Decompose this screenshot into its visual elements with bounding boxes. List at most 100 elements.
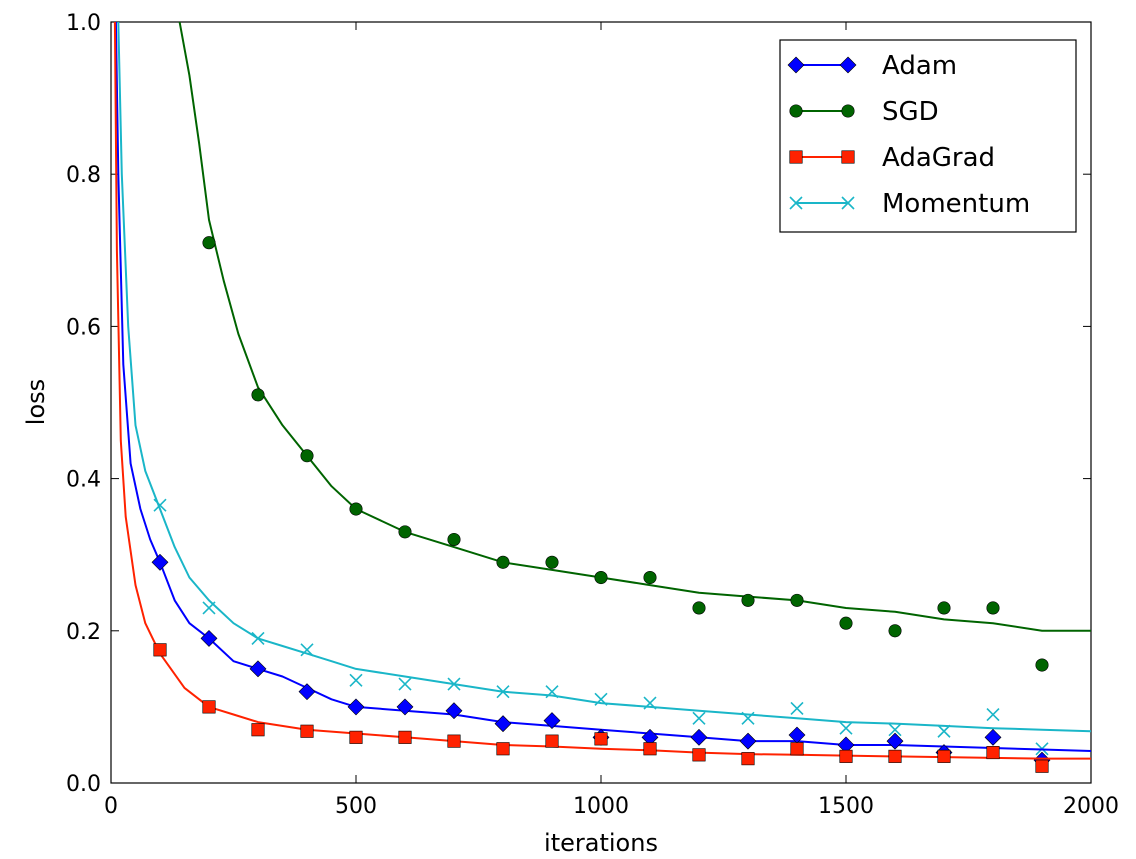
momentum-marker — [447, 677, 461, 691]
legend: Adam SGD AdaGrad Momentum — [779, 39, 1077, 233]
adagrad-marker — [251, 723, 265, 737]
y-tick-label: 0.6 — [66, 315, 101, 340]
sgd-marker — [594, 570, 608, 585]
legend-item-momentum: Momentum — [789, 189, 1030, 219]
y-axis-label: loss — [22, 379, 50, 425]
momentum-marker — [594, 692, 608, 706]
momentum-marker — [398, 677, 412, 691]
sgd-marker — [839, 616, 853, 630]
x-tick-label: 1000 — [573, 794, 629, 819]
legend-marker — [789, 196, 803, 210]
legend-marker — [841, 104, 855, 118]
y-tick-label: 0.0 — [66, 772, 101, 797]
adam-marker — [347, 698, 365, 716]
x-tick-label: 500 — [335, 794, 377, 819]
momentum-marker — [300, 643, 314, 657]
momentum-marker — [643, 696, 657, 710]
sgd-line — [178, 22, 1091, 632]
legend-item-adagrad: AdaGrad — [789, 143, 995, 173]
momentum-marker — [545, 685, 559, 699]
adam-marker — [886, 732, 904, 750]
sgd-marker — [643, 570, 657, 585]
adagrad-marker — [202, 700, 216, 714]
adam-marker — [543, 712, 561, 730]
sgd-marker — [545, 555, 559, 569]
sgd-marker — [300, 449, 314, 463]
sgd-marker — [398, 525, 412, 539]
momentum-marker — [741, 711, 755, 725]
adam-marker — [249, 660, 267, 678]
x-tick-label: 2000 — [1063, 794, 1119, 819]
adam-marker — [739, 732, 757, 750]
legend-label: Adam — [882, 51, 957, 81]
legend-item-sgd: SGD — [789, 97, 939, 127]
adagrad-marker — [986, 746, 1000, 760]
legend-marker — [789, 150, 803, 164]
sgd-marker — [202, 236, 216, 250]
sgd-marker — [447, 532, 461, 547]
momentum-marker — [692, 711, 706, 725]
momentum-marker — [888, 723, 902, 737]
sgd-marker — [1035, 658, 1049, 672]
legend-marker — [841, 196, 855, 210]
adam-marker — [494, 715, 512, 733]
momentum-marker — [839, 721, 853, 735]
momentum-marker — [496, 685, 510, 699]
sgd-marker — [251, 388, 265, 402]
adam-marker — [984, 728, 1002, 746]
legend-marker — [841, 150, 855, 164]
x-axis-label: iterations — [544, 829, 658, 857]
adagrad-line — [113, 22, 1091, 760]
adagrad-marker — [741, 752, 755, 766]
sgd-marker — [741, 593, 755, 607]
adagrad-marker — [937, 749, 951, 763]
legend-label: Momentum — [882, 189, 1030, 219]
momentum-marker — [153, 498, 167, 512]
sgd-marker — [937, 601, 951, 615]
adagrad-marker — [496, 742, 510, 756]
sgd-marker — [790, 593, 804, 607]
adam-marker — [445, 702, 463, 720]
legend-marker — [839, 56, 857, 74]
series-adagrad — [113, 22, 1091, 773]
adagrad-marker — [594, 732, 608, 746]
adam-marker — [151, 553, 169, 571]
momentum-marker — [986, 707, 1000, 722]
adagrad-marker — [790, 742, 804, 756]
momentum-marker — [790, 701, 804, 715]
adam-marker — [690, 728, 708, 746]
adagrad-marker — [349, 730, 363, 744]
series-momentum — [117, 22, 1091, 756]
legend-item-adam: Adam — [787, 51, 957, 81]
adagrad-marker — [1035, 759, 1049, 773]
adam-marker — [298, 683, 316, 701]
legend-label: AdaGrad — [882, 143, 995, 173]
y-tick-label: 0.4 — [66, 468, 101, 493]
adam-marker — [396, 698, 414, 716]
series-sgd — [178, 22, 1091, 672]
adagrad-marker — [153, 643, 167, 657]
legend-marker — [787, 56, 805, 74]
adagrad-marker — [398, 730, 412, 744]
y-tick-label: 1.0 — [66, 11, 101, 36]
adagrad-marker — [300, 724, 314, 738]
y-tick-label: 0.8 — [66, 163, 101, 188]
sgd-marker — [986, 601, 1000, 615]
sgd-marker — [496, 555, 510, 569]
sgd-marker — [888, 624, 902, 638]
adagrad-marker — [888, 749, 902, 763]
momentum-marker — [937, 724, 951, 738]
x-tick-label: 1500 — [818, 794, 874, 819]
adagrad-marker — [447, 734, 461, 748]
adam-marker — [200, 629, 218, 647]
adagrad-marker — [692, 748, 706, 762]
adagrad-marker — [839, 749, 853, 763]
y-tick-label: 0.2 — [66, 620, 101, 645]
adagrad-marker — [545, 734, 559, 748]
sgd-marker — [349, 502, 363, 516]
sgd-marker — [692, 601, 706, 615]
momentum-marker — [349, 673, 363, 687]
legend-marker — [789, 104, 803, 118]
momentum-marker — [251, 631, 265, 645]
